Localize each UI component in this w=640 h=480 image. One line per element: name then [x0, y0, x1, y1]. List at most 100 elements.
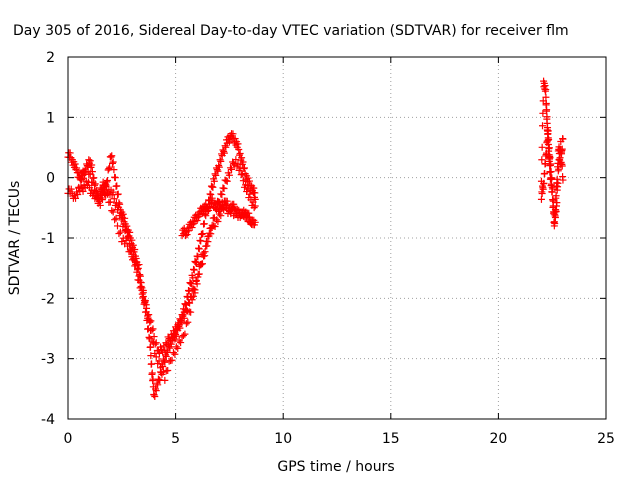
data-point — [559, 135, 567, 143]
data-point — [245, 177, 253, 185]
data-point — [539, 122, 547, 130]
data-point — [216, 206, 224, 214]
data-point — [171, 329, 179, 337]
data-point — [234, 140, 242, 148]
data-point — [93, 190, 101, 198]
data-point — [215, 163, 223, 171]
data-point — [141, 297, 149, 305]
data-point — [191, 258, 199, 266]
data-point — [96, 201, 104, 209]
data-point — [236, 164, 244, 172]
data-point — [206, 190, 214, 198]
x-axis-label: GPS time / hours — [277, 459, 394, 475]
data-point — [542, 99, 550, 107]
data-point — [185, 286, 193, 294]
data-point — [168, 356, 176, 364]
data-point — [250, 204, 258, 212]
data-point — [109, 208, 117, 216]
data-point — [117, 209, 125, 217]
data-point — [199, 230, 207, 238]
data-point — [192, 259, 200, 267]
data-point — [193, 217, 201, 225]
data-point — [177, 339, 185, 347]
data-point — [165, 335, 173, 343]
data-point — [131, 245, 139, 253]
data-point — [135, 261, 143, 269]
data-point — [90, 174, 98, 182]
data-point — [95, 191, 103, 199]
data-point — [208, 183, 216, 191]
data-point — [549, 185, 557, 193]
data-point — [235, 146, 243, 154]
data-point — [559, 176, 567, 184]
data-point — [147, 352, 155, 360]
data-point — [142, 301, 150, 309]
data-point — [176, 324, 184, 332]
grid — [68, 57, 606, 419]
data-point — [187, 308, 195, 316]
data-point — [75, 183, 83, 191]
data-point — [197, 261, 205, 269]
data-point — [190, 285, 198, 293]
data-point — [105, 165, 113, 173]
data-point — [102, 181, 110, 189]
data-point — [110, 195, 118, 203]
data-point — [201, 248, 209, 256]
data-point — [543, 137, 551, 145]
data-point — [242, 181, 250, 189]
data-point — [195, 245, 203, 253]
data-point — [238, 170, 246, 178]
data-point — [122, 226, 130, 234]
data-point — [80, 168, 88, 176]
data-point — [152, 387, 160, 395]
data-point — [212, 171, 220, 179]
data-point — [203, 207, 211, 215]
data-point — [161, 358, 169, 366]
data-point — [245, 209, 253, 217]
data-point — [120, 220, 128, 228]
data-point — [174, 344, 182, 352]
data-point — [233, 205, 241, 213]
data-point — [543, 113, 551, 121]
data-point — [121, 227, 129, 235]
data-point — [161, 376, 169, 384]
data-point — [541, 169, 549, 177]
data-point — [124, 242, 132, 250]
data-point — [244, 174, 252, 182]
data-point — [144, 314, 152, 322]
data-point — [137, 282, 145, 290]
data-point — [238, 154, 246, 162]
data-point — [557, 158, 565, 166]
data-point — [103, 176, 111, 184]
data-point — [209, 183, 217, 191]
data-point — [542, 149, 550, 157]
data-point — [74, 191, 82, 199]
data-point — [556, 154, 564, 162]
y-tick-label: -2 — [41, 291, 55, 307]
data-point — [195, 244, 203, 252]
data-point — [116, 228, 124, 236]
data-point — [175, 337, 183, 345]
y-tick-label: -3 — [41, 352, 55, 368]
data-point — [217, 157, 225, 165]
data-point — [202, 212, 210, 220]
data-point — [180, 314, 188, 322]
data-point — [109, 188, 117, 196]
x-tick-label: 0 — [64, 431, 73, 447]
data-point — [237, 171, 245, 179]
data-point — [148, 360, 156, 368]
data-point — [134, 261, 142, 269]
data-point — [223, 197, 231, 205]
data-point — [182, 232, 190, 240]
data-point — [538, 190, 546, 198]
data-point — [195, 262, 203, 270]
axis-ticks: 0 5 10 15 20 25 -4 -3 -2 -1 0 1 2 — [41, 50, 615, 447]
data-point — [207, 230, 215, 238]
data-point — [236, 150, 244, 158]
data-point — [544, 127, 552, 135]
data-point — [110, 166, 118, 174]
data-point — [150, 333, 158, 341]
data-point — [548, 174, 556, 182]
data-point — [108, 207, 116, 215]
